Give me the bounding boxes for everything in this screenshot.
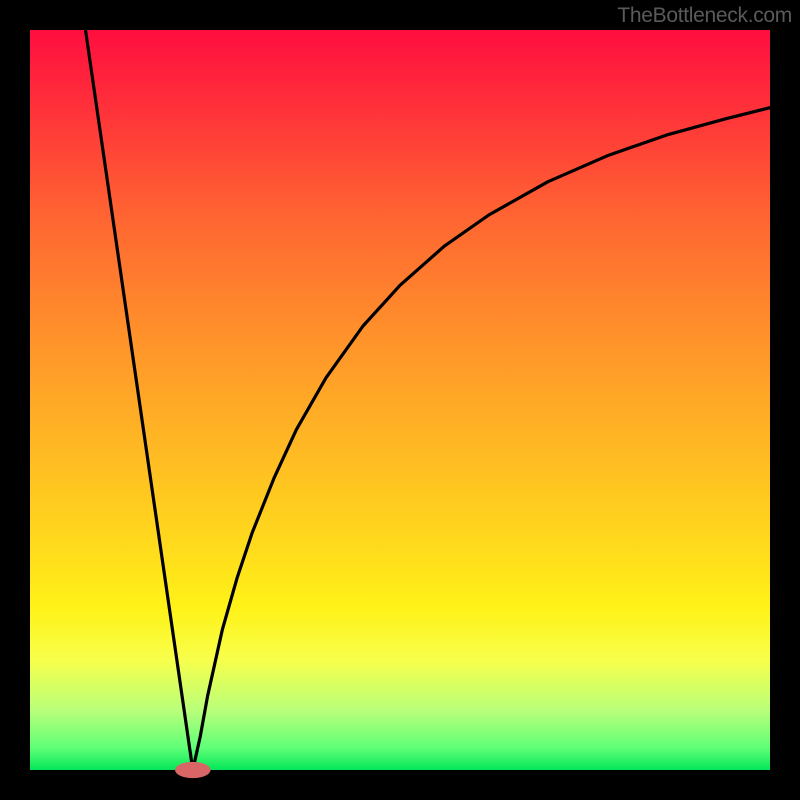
watermark-link[interactable]: TheBottleneck.com bbox=[617, 4, 792, 28]
chart-background bbox=[30, 30, 770, 770]
bottleneck-chart bbox=[0, 0, 800, 800]
optimal-point-marker bbox=[175, 762, 211, 778]
